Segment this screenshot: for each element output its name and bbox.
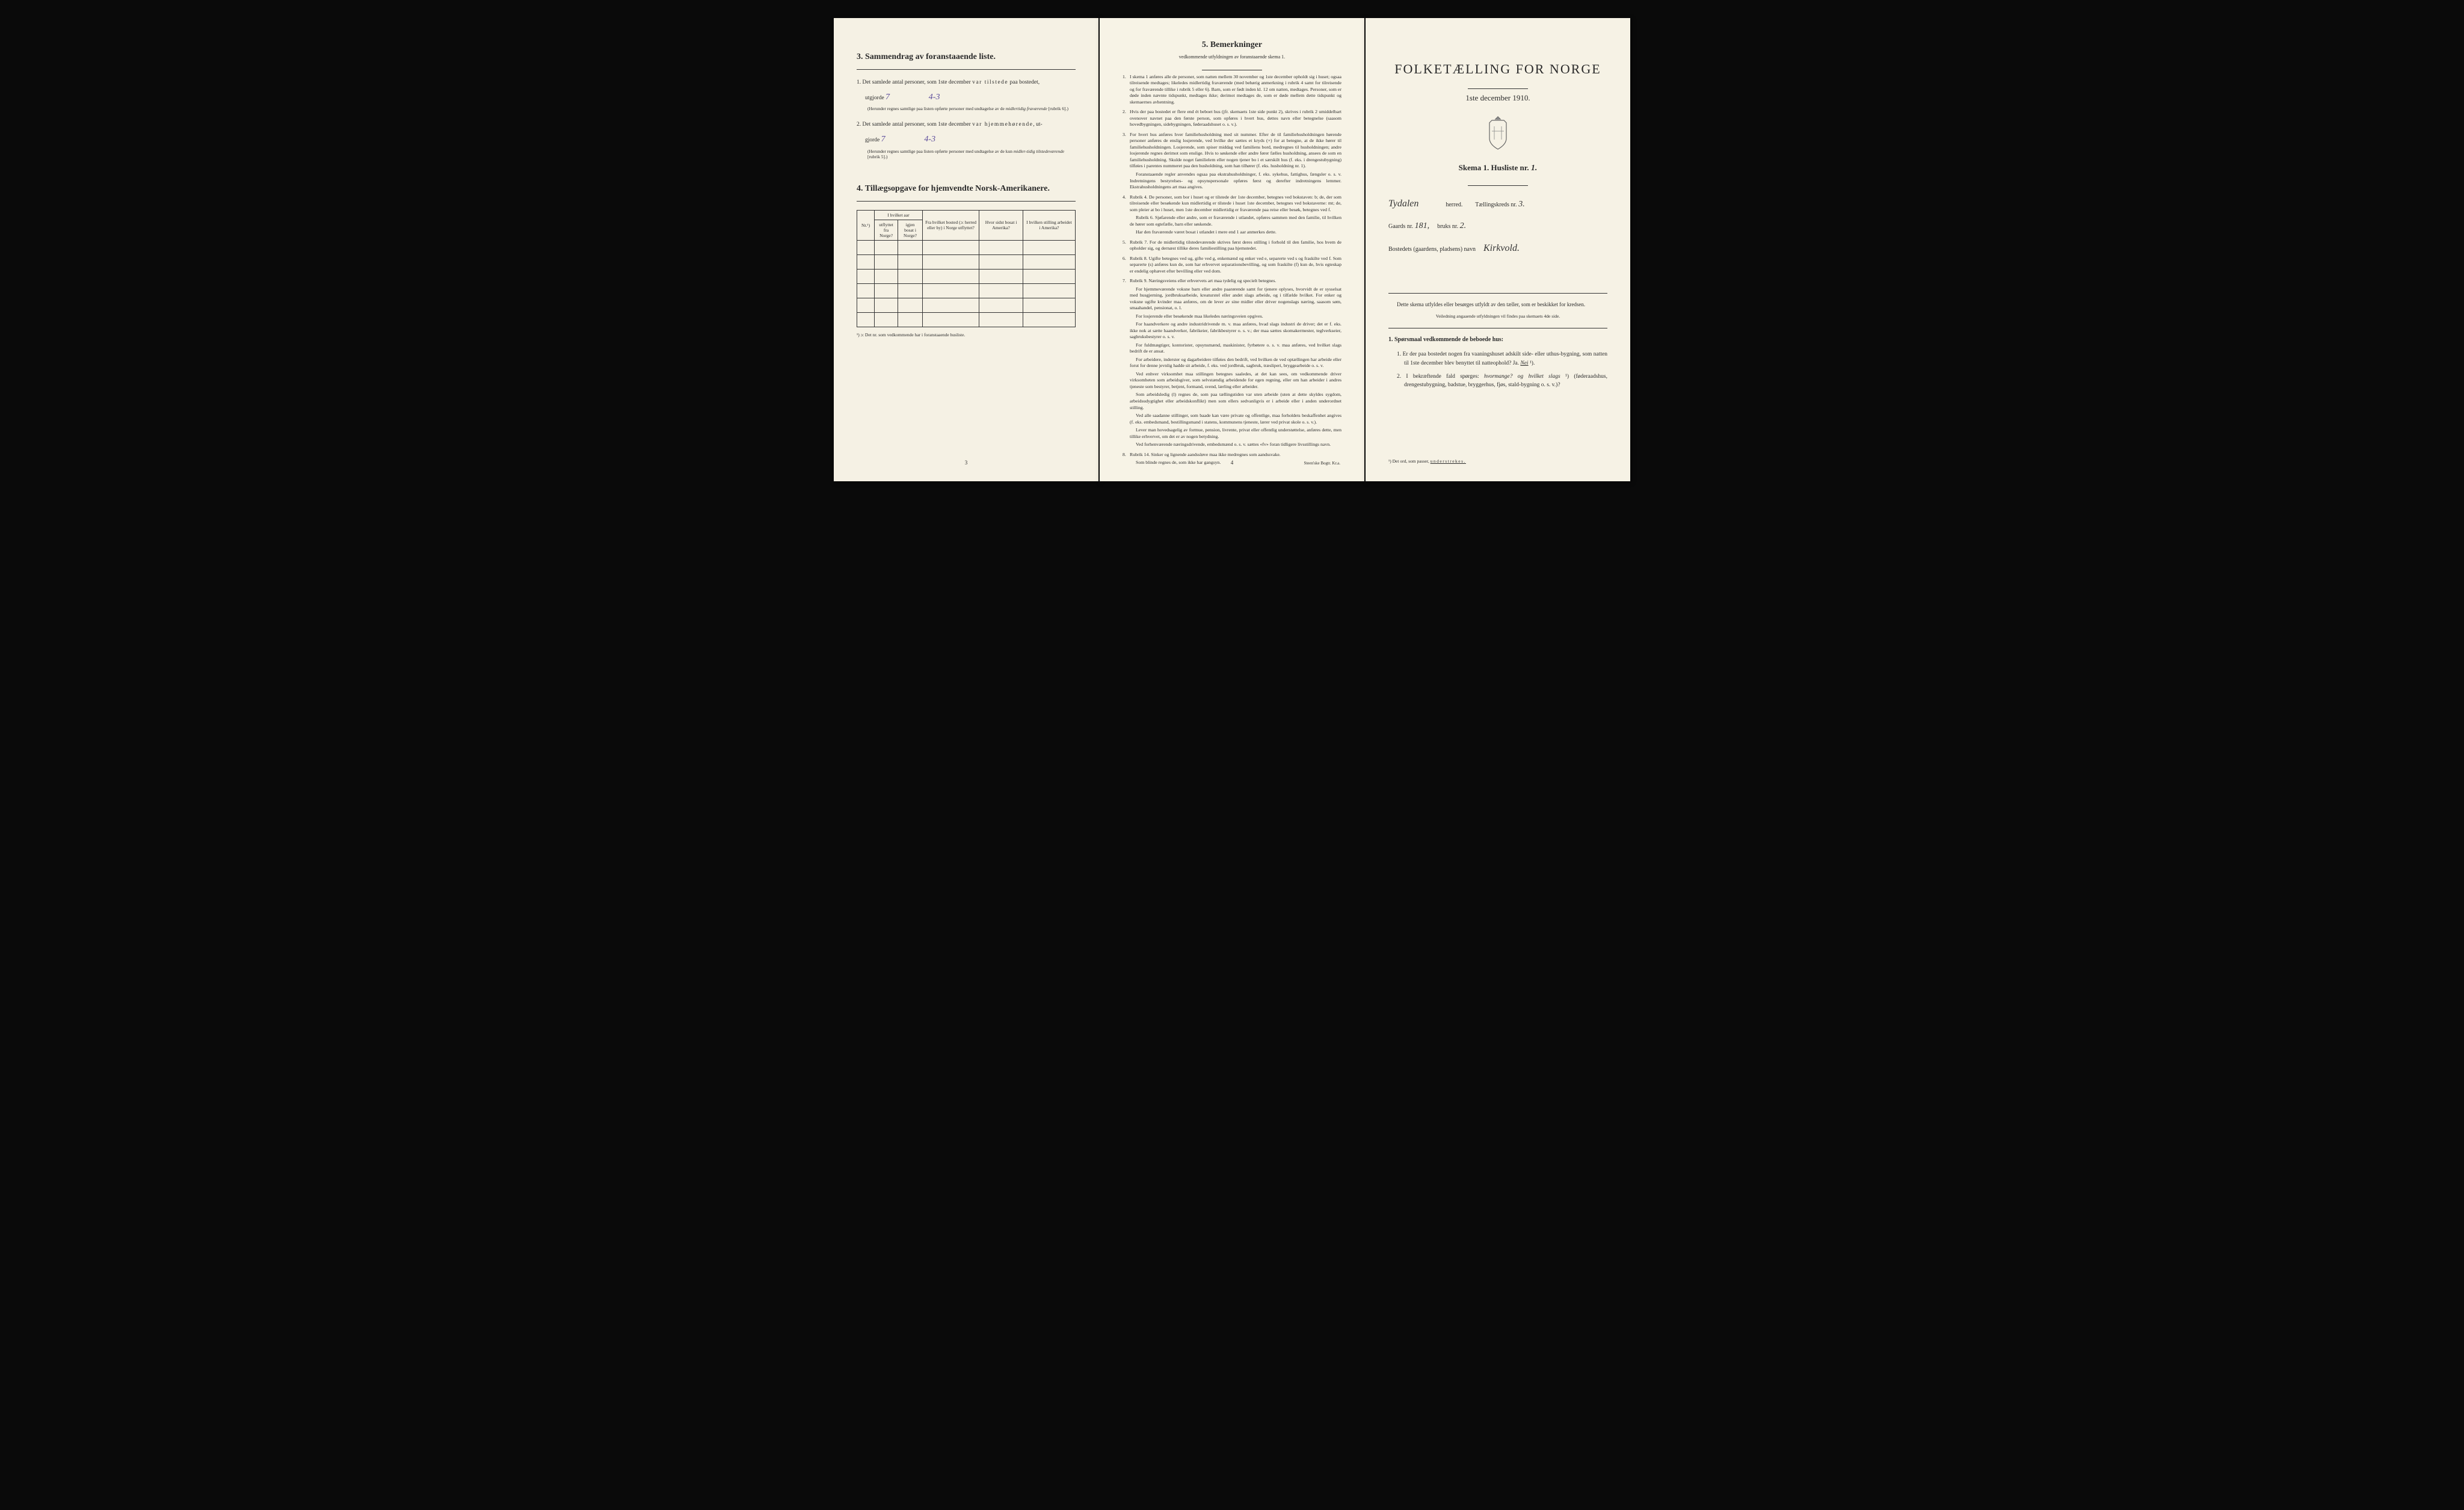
question-2: 2. I bekræftende fald spørges: hvormange…	[1397, 372, 1607, 390]
item2-line2: gjorde 7 4-3	[865, 133, 1076, 146]
footnote: ¹) ɔ: Det nr. som vedkommende har i fora…	[857, 332, 1076, 339]
skema-line: Skema 1. Husliste nr. 1.	[1388, 162, 1607, 174]
table-header: I hvilket aar	[875, 210, 923, 220]
table-row	[857, 312, 1076, 327]
list-item: Rubrik 4. De personer, som bor i huset o…	[1123, 194, 1341, 236]
table-row	[857, 240, 1076, 254]
remarks-list: I skema 1 anføres alle de personer, som …	[1123, 74, 1341, 466]
form-table: Nr.¹) I hvilket aar Fra hvilket bosted (…	[857, 210, 1076, 327]
printer-note: Steen'ske Bogtr. Kr.a.	[1304, 461, 1340, 467]
herred-line: Tydalen herred. Tællingskreds nr. 3.	[1388, 196, 1607, 213]
table-header: Fra hvilket bosted (ɔ: herred eller by) …	[922, 210, 979, 240]
main-title: FOLKETÆLLING FOR NORGE	[1388, 60, 1607, 79]
gaard-line: Gaards nr. 181, bruks nr. 2.	[1388, 218, 1607, 233]
handwritten-value: 2.	[1460, 221, 1467, 230]
divider	[1468, 88, 1528, 89]
handwritten-value: 1.	[1531, 164, 1538, 173]
handwritten-value: 181,	[1415, 221, 1430, 230]
table-row	[857, 254, 1076, 269]
table-header: Nr.¹)	[857, 210, 875, 240]
handwritten-value: 4-3	[929, 93, 940, 102]
page-middle: 5. Bemerkninger vedkommende utfyldningen…	[1100, 18, 1364, 481]
item2-text: 2. Det samlede antal personer, som 1ste …	[857, 120, 1076, 129]
item2-note: (Herunder regnes samtlige paa listen opf…	[867, 149, 1076, 161]
date-line: 1ste december 1910.	[1388, 93, 1607, 103]
item1-text: 1. Det samlede antal personer, som 1ste …	[857, 78, 1076, 87]
list-item: Rubrik 8. Ugifte betegnes ved ug, gifte …	[1123, 256, 1341, 275]
item1-line2: utgjorde 7 4-3	[865, 91, 1076, 104]
handwritten-value: Tydalen	[1388, 199, 1418, 209]
page-right: FOLKETÆLLING FOR NORGE 1ste december 191…	[1366, 18, 1630, 481]
table-row	[857, 298, 1076, 312]
divider	[857, 201, 1076, 202]
section4-title: 4. Tillægsopgave for hjemvendte Norsk-Am…	[857, 183, 1076, 195]
table-header: Hvor sidst bosat i Amerika?	[979, 210, 1023, 240]
list-item: Rubrik 7. For de midlertidig tilstedevær…	[1123, 239, 1341, 252]
table-body	[857, 240, 1076, 327]
handwritten-value: Kirkvold.	[1483, 243, 1520, 253]
document-spread: 3. Sammendrag av foranstaaende liste. 1.…	[834, 18, 1630, 481]
instruction-1: Dette skema utfyldes eller besørges utfy…	[1388, 301, 1607, 309]
table-row	[857, 269, 1076, 283]
page-left: 3. Sammendrag av foranstaaende liste. 1.…	[834, 18, 1098, 481]
handwritten-value: 7	[886, 93, 890, 102]
bosted-line: Bostedets (gaardens, pladsens) navn Kirk…	[1388, 240, 1607, 257]
right-footnote: ¹) Det ord, som passer, understrekes.	[1388, 458, 1607, 465]
crest-icon	[1483, 116, 1512, 150]
section3-title: 3. Sammendrag av foranstaaende liste.	[857, 51, 1076, 63]
list-item: Rubrik 9. Næringsveiens eller erhvervets…	[1123, 278, 1341, 448]
handwritten-value: 3.	[1518, 200, 1525, 209]
section5-title: 5. Bemerkninger	[1123, 39, 1341, 51]
list-item: For hvert hus anføres hver familiehushol…	[1123, 132, 1341, 191]
item1-note: (Herunder regnes samtlige paa listen opf…	[867, 106, 1076, 112]
item-2: 2. Det samlede antal personer, som 1ste …	[857, 120, 1076, 160]
table-subheader: utflyttet fra Norge?	[875, 220, 898, 240]
divider	[1388, 293, 1607, 294]
divider	[857, 69, 1076, 70]
instruction-2: Veiledning angaaende utfyldningen vil fi…	[1388, 313, 1607, 320]
table-subheader: igjen bosat i Norge?	[898, 220, 923, 240]
handwritten-value: 4-3	[924, 135, 935, 144]
question-1: 1. Er der paa bostedet nogen fra vaaning…	[1397, 350, 1607, 368]
table-header: I hvilken stilling arbeidet i Amerika?	[1023, 210, 1075, 240]
question-heading: 1. Spørsmaal vedkommende de beboede hus:	[1388, 336, 1607, 344]
page-number: 4	[1231, 459, 1234, 467]
page-number: 3	[965, 459, 968, 467]
table-row	[857, 283, 1076, 298]
list-item: Hvis der paa bostedet er flere end ét be…	[1123, 109, 1341, 128]
list-item: I skema 1 anføres alle de personer, som …	[1123, 74, 1341, 106]
table-head: Nr.¹) I hvilket aar Fra hvilket bosted (…	[857, 210, 1076, 240]
divider	[1468, 185, 1528, 186]
section5-subtitle: vedkommende utfyldningen av foranstaaend…	[1123, 54, 1341, 60]
item-1: 1. Det samlede antal personer, som 1ste …	[857, 78, 1076, 112]
handwritten-value: 7	[881, 135, 886, 144]
